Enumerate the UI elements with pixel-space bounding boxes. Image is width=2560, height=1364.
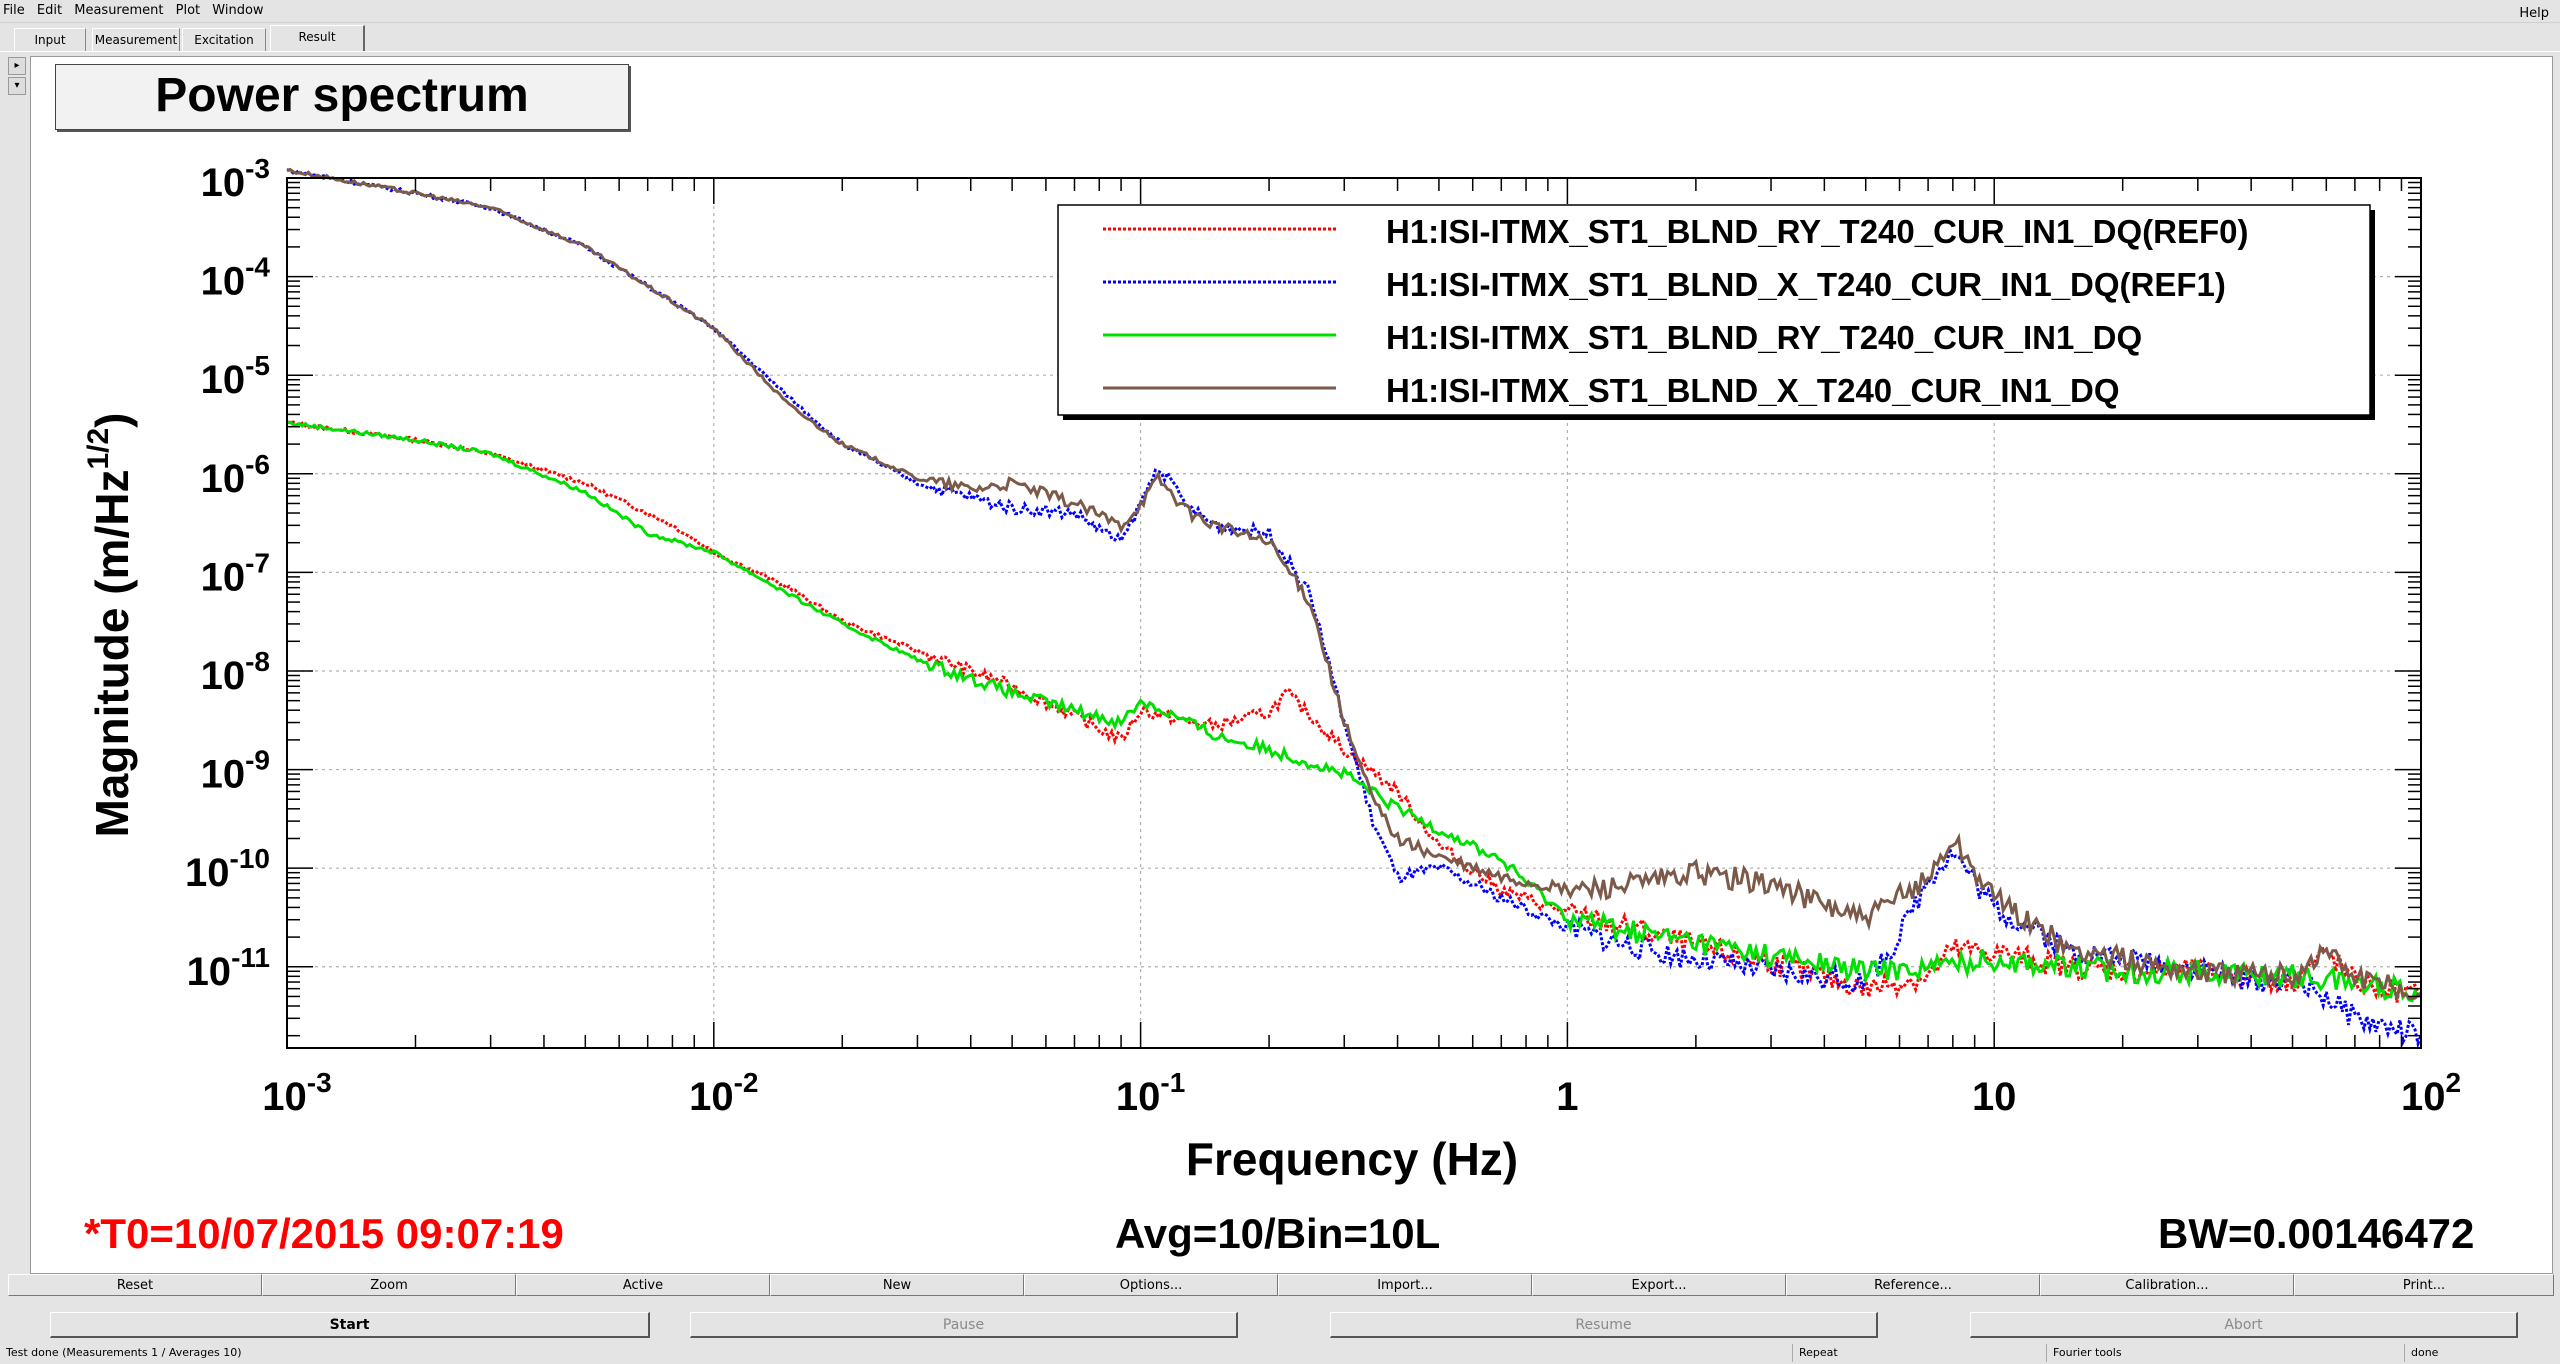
legend: H1:ISI-ITMX_ST1_BLND_RY_T240_CUR_IN1_DQ(… bbox=[1057, 204, 2375, 420]
import-button[interactable]: Import... bbox=[1278, 1274, 1532, 1296]
y-tick-label: 10-10 bbox=[185, 843, 270, 895]
t0-label: *T0=10/07/2015 09:07:19 bbox=[84, 1210, 564, 1257]
resume-button[interactable]: Resume bbox=[1330, 1312, 1878, 1338]
y-tick-label: 10-4 bbox=[201, 252, 271, 304]
pause-button[interactable]: Pause bbox=[690, 1312, 1238, 1338]
start-button[interactable]: Start bbox=[50, 1312, 650, 1338]
legend-label-0: H1:ISI-ITMX_ST1_BLND_RY_T240_CUR_IN1_DQ(… bbox=[1386, 213, 2249, 250]
arrow-down-icon[interactable]: ▾ bbox=[8, 77, 26, 95]
x-tick-label: 10-3 bbox=[262, 1067, 331, 1119]
menu-help[interactable]: Help bbox=[2519, 6, 2549, 21]
legend-label-1: H1:ISI-ITMX_ST1_BLND_X_T240_CUR_IN1_DQ(R… bbox=[1386, 266, 2226, 303]
series-line-2 bbox=[286, 420, 2423, 1003]
plot-title-box: Power spectrum bbox=[55, 64, 629, 130]
status-tool: Fourier tools bbox=[2046, 1344, 2404, 1362]
plot-title: Power spectrum bbox=[155, 69, 529, 122]
y-tick-label: 10-7 bbox=[201, 547, 270, 599]
y-tick-label: 10-8 bbox=[201, 646, 270, 698]
series-line-3 bbox=[286, 167, 2422, 1000]
x-tick-label: 10 bbox=[1972, 1075, 2017, 1119]
legend-label-3: H1:ISI-ITMX_ST1_BLND_X_T240_CUR_IN1_DQ bbox=[1386, 372, 2120, 409]
series-line-1 bbox=[286, 168, 2423, 1049]
options-button[interactable]: Options... bbox=[1024, 1274, 1278, 1296]
tab-measurement[interactable]: Measurement bbox=[92, 28, 180, 51]
status-message: Test done (Measurements 1 / Averages 10) bbox=[6, 1346, 242, 1359]
calibration-button[interactable]: Calibration... bbox=[2040, 1274, 2294, 1296]
zoom-button[interactable]: Zoom bbox=[262, 1274, 516, 1296]
menu-file[interactable]: File bbox=[3, 3, 25, 18]
tab-input[interactable]: Input bbox=[14, 28, 86, 51]
abort-button[interactable]: Abort bbox=[1970, 1312, 2518, 1338]
y-tick-label: 10-3 bbox=[201, 153, 270, 205]
tab-result[interactable]: Result bbox=[270, 25, 365, 51]
reset-button[interactable]: Reset bbox=[8, 1274, 262, 1296]
y-tick-label: 10-11 bbox=[187, 942, 270, 994]
tick-labels: 10-3 10-2 10-1 1 10 10210-310-410-510-610-710… bbox=[185, 153, 2461, 1119]
plot-frame bbox=[286, 177, 2422, 1049]
y-axis-label: Magnitude (m/Hz1/2) bbox=[82, 412, 138, 837]
avg-bin-label: Avg=10/Bin=10L bbox=[1115, 1210, 1441, 1257]
series-lines bbox=[286, 167, 2423, 1049]
print-button[interactable]: Print... bbox=[2294, 1274, 2554, 1296]
x-tick-label: 10-2 bbox=[689, 1067, 758, 1119]
series-line-0 bbox=[286, 420, 2423, 1003]
active-button[interactable]: Active bbox=[516, 1274, 770, 1296]
legend-label-2: H1:ISI-ITMX_ST1_BLND_RY_T240_CUR_IN1_DQ bbox=[1386, 319, 2142, 356]
legend-box bbox=[1057, 204, 2371, 416]
bandwidth-label: BW=0.00146472 bbox=[2158, 1210, 2475, 1257]
y-tick-label: 10-6 bbox=[201, 449, 270, 501]
tab-excitation[interactable]: Excitation bbox=[182, 28, 266, 51]
tab-divider bbox=[0, 51, 2560, 52]
x-axis-label: Frequency (Hz) bbox=[1186, 1133, 1518, 1185]
axes-frame bbox=[286, 177, 2422, 1049]
x-tick-label: 10-1 bbox=[1116, 1067, 1185, 1119]
status-state: done bbox=[2404, 1344, 2560, 1362]
menu-measurement[interactable]: Measurement bbox=[74, 3, 164, 18]
menu-plot[interactable]: Plot bbox=[175, 3, 201, 18]
x-tick-label: 1 bbox=[1556, 1075, 1578, 1119]
new-button[interactable]: New bbox=[770, 1274, 1024, 1296]
tab-bar: Input Measurement Excitation Result bbox=[0, 24, 2560, 54]
reference-button[interactable]: Reference... bbox=[1786, 1274, 2040, 1296]
menu-bar: File Edit Measurement Plot Window Help bbox=[0, 0, 2560, 23]
arrow-right-icon[interactable]: ▸ bbox=[8, 57, 26, 75]
pad-selector: ▸ ▾ bbox=[8, 57, 26, 97]
menu-edit[interactable]: Edit bbox=[36, 3, 63, 18]
x-tick-label: 102 bbox=[2401, 1067, 2461, 1119]
status-repeat: Repeat bbox=[1792, 1344, 2046, 1362]
axis-ticks bbox=[286, 178, 2422, 1048]
y-tick-label: 10-5 bbox=[201, 350, 270, 402]
y-tick-label: 10-9 bbox=[201, 745, 270, 797]
export-button[interactable]: Export... bbox=[1532, 1274, 1786, 1296]
menu-window[interactable]: Window bbox=[212, 3, 264, 18]
